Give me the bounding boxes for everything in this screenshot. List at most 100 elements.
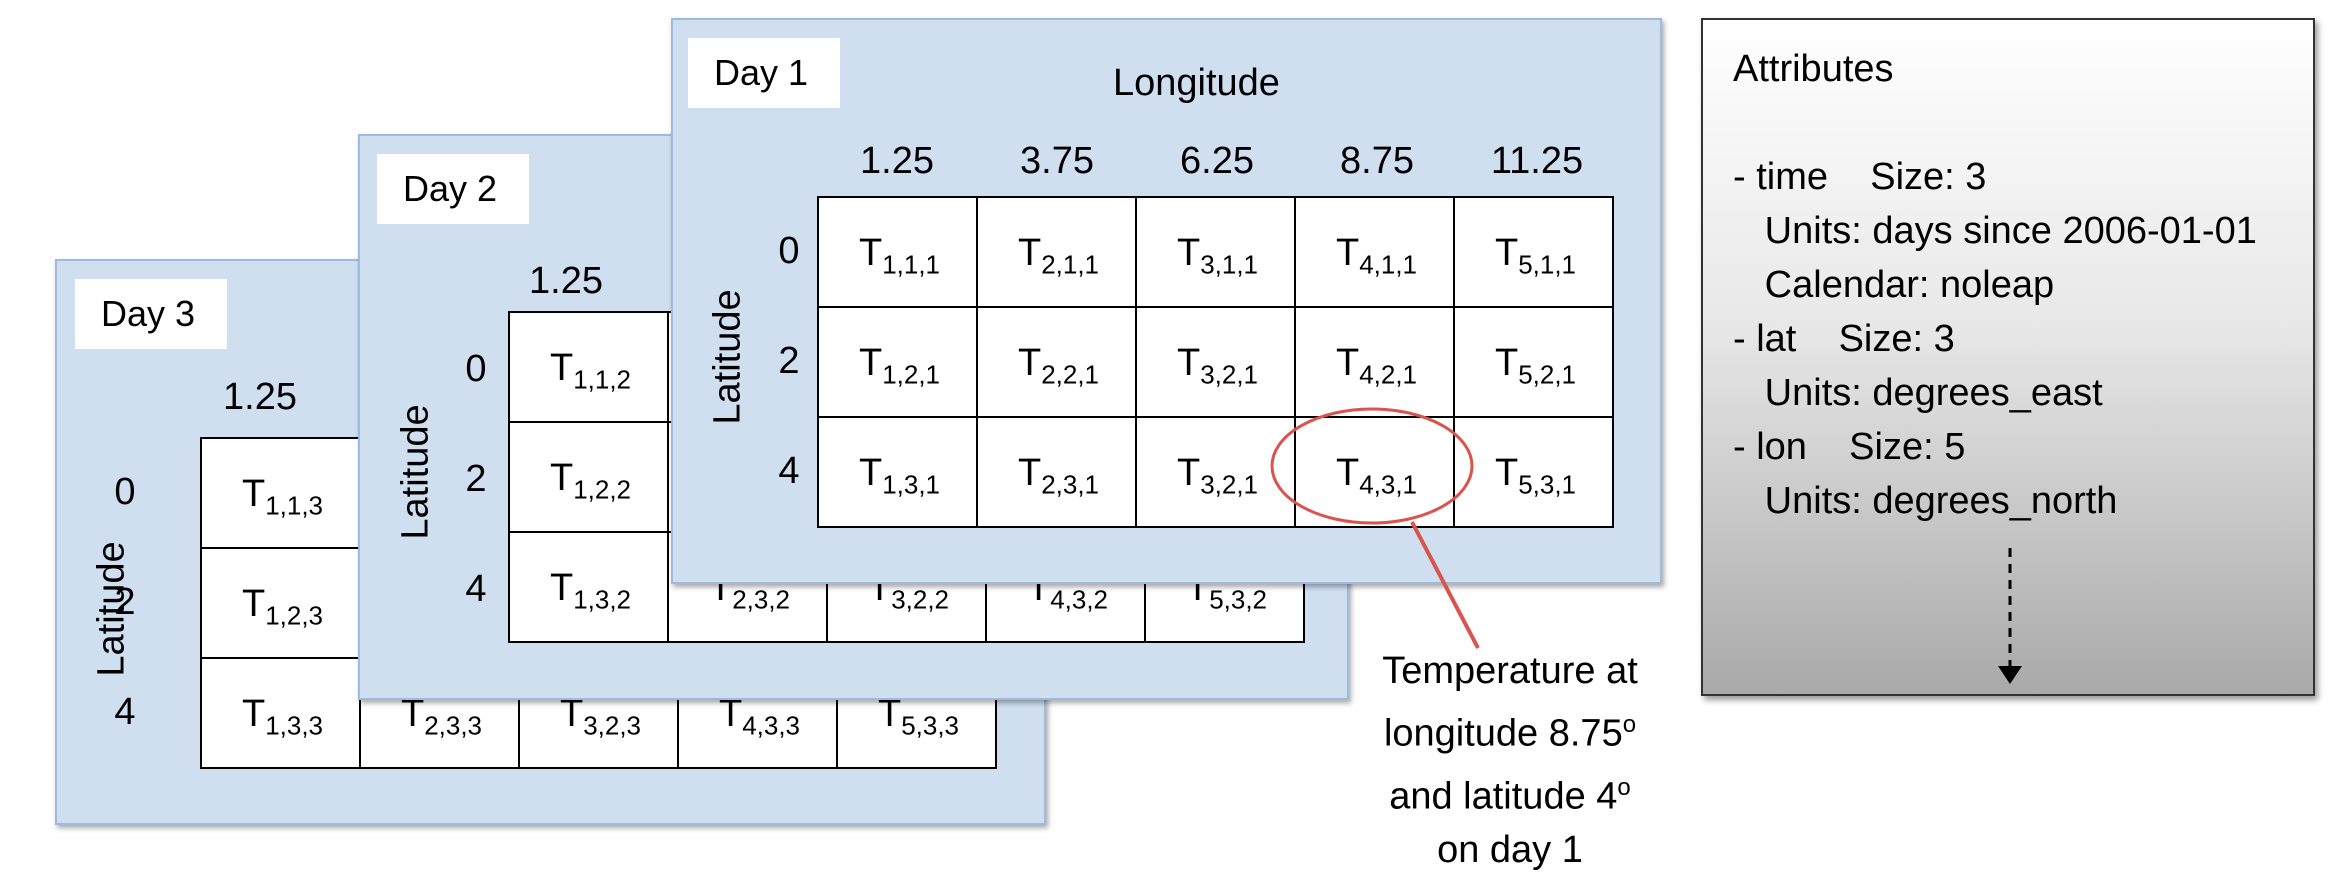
- cell-variable: T: [241, 582, 266, 625]
- col-header: 1.25: [860, 140, 934, 182]
- grid-cell: T3,2,1: [1135, 306, 1296, 418]
- cell-index: 4,1,1: [1359, 249, 1418, 280]
- cell-index: 2,1,1: [1041, 249, 1100, 280]
- row-header: 4: [114, 691, 136, 733]
- cell-value: T5,2,1: [1494, 341, 1576, 390]
- callout-line-text: longitude 8.75: [1383, 712, 1623, 755]
- row-header: 2: [465, 458, 487, 500]
- row-header: 4: [465, 568, 487, 610]
- callout-line: and latitude 4o: [1345, 761, 1675, 824]
- col-header: 3.75: [1020, 140, 1094, 182]
- grid-cell: T1,2,1: [817, 306, 978, 418]
- cell-variable: T: [1176, 451, 1201, 494]
- cell-index: 2,3,3: [424, 710, 483, 741]
- cell-index: 4,2,1: [1359, 359, 1418, 390]
- col-header: 6.25: [1180, 140, 1254, 182]
- degree-mark: o: [1622, 711, 1637, 738]
- cell-value: T2,2,1: [1017, 341, 1099, 390]
- col-header: 8.75: [1340, 140, 1414, 182]
- row-header: 0: [465, 348, 487, 390]
- cell-index: 2,3,2: [732, 584, 791, 615]
- row-header: 2: [114, 581, 136, 623]
- cell-index: 2,3,1: [1041, 469, 1100, 500]
- attribute-line: - time Size: 3: [1733, 156, 1987, 198]
- cell-variable: T: [877, 692, 902, 735]
- attribute-line: - lat Size: 3: [1733, 318, 1955, 360]
- cell-value: T3,2,1: [1176, 451, 1258, 500]
- cell-value: T1,3,3: [242, 693, 323, 741]
- highlight-ellipse: [1270, 407, 1474, 525]
- cell-value: T5,3,2: [1186, 567, 1267, 615]
- cell-variable: T: [1335, 341, 1360, 384]
- row-header: 4: [778, 450, 800, 492]
- cell-variable: T: [1494, 341, 1519, 384]
- cell-value: T1,2,3: [241, 582, 323, 631]
- cell-variable: T: [400, 692, 425, 735]
- row-header: 0: [114, 471, 136, 513]
- cell-index: 3,1,1: [1200, 249, 1259, 280]
- cell-variable: T: [559, 692, 584, 735]
- grid-cell: T1,3,1: [817, 416, 978, 528]
- cell-index: 2,2,1: [1041, 359, 1100, 390]
- grid-cell: T5,2,1: [1453, 306, 1614, 418]
- grid-cell: T2,3,1: [976, 416, 1137, 528]
- cell-index: 5,3,3: [901, 710, 960, 741]
- attribute-line: Units: degrees_east: [1733, 372, 2103, 414]
- grid-cell: T4,3,1: [1294, 416, 1455, 528]
- grid-cell: T2,1,1: [976, 196, 1137, 308]
- cell-index: 1,3,3: [265, 710, 324, 741]
- grid-cell: T4,2,1: [1294, 306, 1455, 418]
- cell-variable: T: [1335, 231, 1360, 274]
- cell-value: T4,3,1: [1335, 451, 1417, 500]
- panel-day1: Day 1 Longitude 1.25 3.75 6.25 8.75 11.2…: [671, 18, 1662, 584]
- grid-cell: T1,3,3: [200, 657, 361, 769]
- cell-variable: T: [1335, 451, 1360, 494]
- cell-variable: T: [858, 341, 883, 384]
- cell-variable: T: [1176, 231, 1201, 274]
- grid-cell: T3,1,1: [1135, 196, 1296, 308]
- callout-line: longitude 8.75o: [1345, 698, 1675, 761]
- continuation-arrow-icon: [1998, 548, 2022, 684]
- day-label: Day 1: [688, 38, 840, 108]
- degree-mark: o: [1617, 773, 1631, 801]
- cell-value: T5,3,3: [877, 692, 959, 741]
- grid-cell: T1,2,3: [200, 547, 361, 659]
- attribute-line: Calendar: noleap: [1733, 264, 2055, 306]
- cell-value: T1,2,2: [549, 456, 631, 505]
- cell-index: 3,2,3: [583, 710, 642, 741]
- grid-cell: T1,1,2: [508, 311, 669, 423]
- longitude-label: Longitude: [1113, 62, 1280, 104]
- cell-variable: T: [1494, 451, 1519, 494]
- cell-variable: T: [549, 456, 574, 499]
- row-header: 0: [778, 230, 800, 272]
- cell-variable: T: [1017, 341, 1042, 384]
- attributes-title: Attributes: [1733, 48, 1894, 90]
- grid-cell: T1,2,2: [508, 421, 669, 533]
- cell-index: 5,3,1: [1518, 469, 1577, 500]
- callout-text: Temperature at longitude 8.75o and latit…: [1345, 644, 1675, 877]
- cell-value: T4,2,1: [1335, 341, 1417, 390]
- col-header: 1.25: [529, 260, 603, 302]
- cell-index: 1,2,2: [573, 474, 632, 505]
- col-header: 11.25: [1490, 140, 1584, 182]
- cell-index: 1,3,2: [573, 584, 632, 615]
- grid-cell: T1,1,3: [200, 437, 361, 549]
- grid-cell: T2,2,1: [976, 306, 1137, 418]
- cell-variable: T: [858, 451, 883, 494]
- cell-variable: T: [858, 231, 883, 274]
- cell-variable: T: [1017, 231, 1042, 274]
- callout-connector-line: [1410, 521, 1480, 649]
- cell-index: 3,2,1: [1200, 469, 1259, 500]
- cell-index: 5,3,2: [1209, 584, 1268, 615]
- cell-variable: T: [1017, 451, 1042, 494]
- cell-index: 5,2,1: [1518, 359, 1577, 390]
- cell-variable: T: [1176, 341, 1201, 384]
- cell-value: T2,3,1: [1017, 451, 1099, 500]
- grid-row: T1,3,1 T2,3,1 T3,2,1 T4,3,1 T5,3,1: [817, 416, 1614, 528]
- cell-index: 1,1,3: [265, 490, 324, 521]
- cell-variable: T: [718, 692, 743, 735]
- cell-value: T4,3,3: [718, 692, 800, 741]
- cell-value: T1,2,1: [858, 341, 940, 390]
- cell-value: T1,3,2: [550, 567, 631, 615]
